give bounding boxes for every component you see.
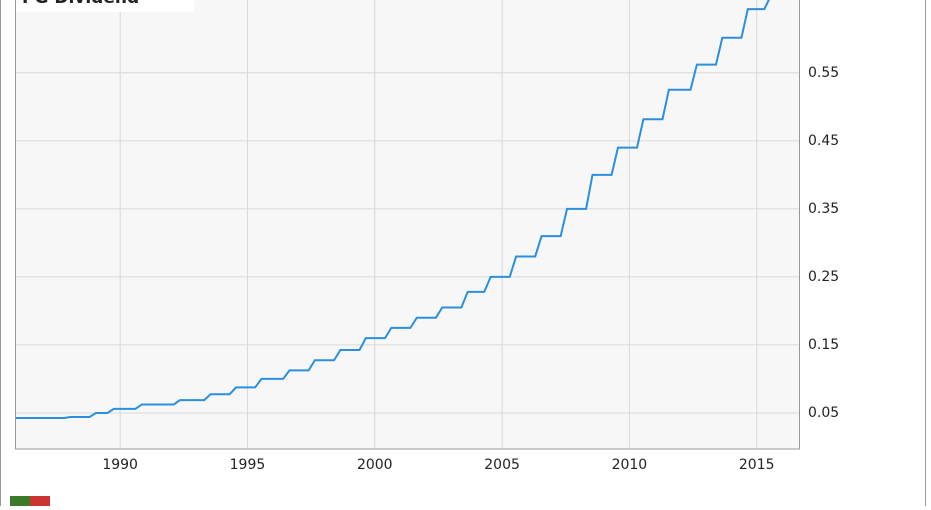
plot-border (15, 0, 800, 450)
x-tick-label: 1990 (102, 457, 138, 473)
y-tick-label: 0.25 (808, 269, 839, 285)
data-line (15, 0, 770, 420)
plot-area (15, 0, 800, 449)
y-tick-label: 0.15 (808, 337, 839, 353)
y-tick-label: 0.35 (808, 201, 839, 217)
y-tick-label: 0.45 (808, 133, 839, 149)
title-box (16, 0, 194, 12)
y-tick-label: 0.55 (808, 65, 839, 81)
x-tick-label: 1995 (230, 457, 266, 473)
x-tick-label: 2015 (739, 457, 775, 473)
x-tick-label: 2000 (357, 457, 393, 473)
x-tick-label: 2010 (612, 457, 648, 473)
y-tick-label: 0.05 (808, 405, 839, 421)
x-tick-label: 2005 (484, 457, 520, 473)
logo-part (30, 496, 50, 508)
chart-title: PG Dividend (22, 0, 139, 8)
